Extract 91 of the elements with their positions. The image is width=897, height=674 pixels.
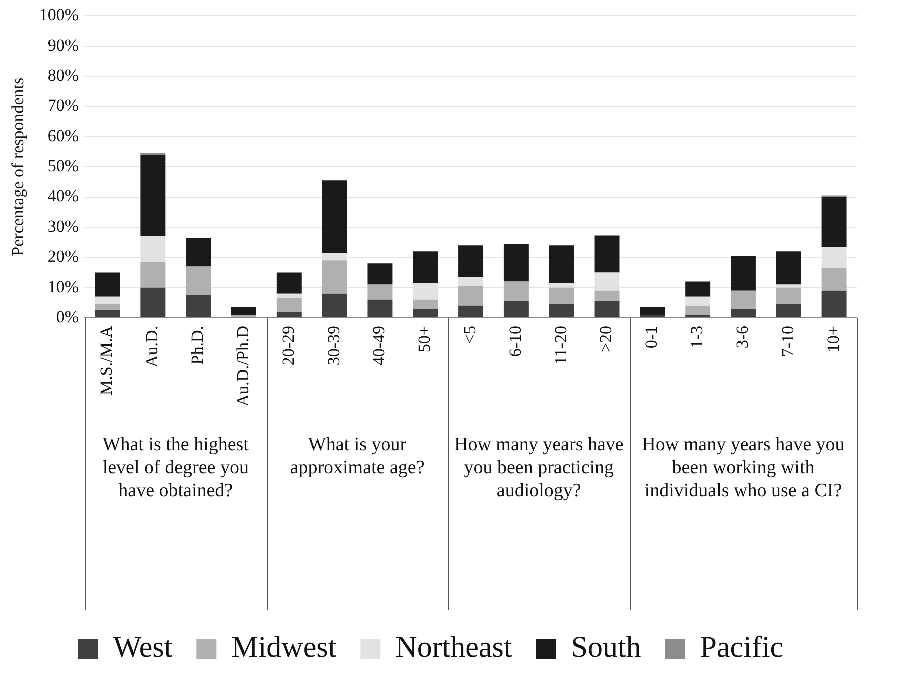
bar — [822, 290, 847, 318]
y-tick-label: 30% — [48, 216, 80, 236]
x-tick-label: >20 — [596, 326, 616, 353]
x-tick-label: 11-20 — [551, 326, 570, 366]
x-tick-label: M.S./M.A — [97, 325, 116, 396]
legend-label: Midwest — [232, 630, 338, 664]
x-tick-label: 40-49 — [370, 326, 389, 366]
bar — [413, 252, 438, 284]
text: How many years have you been working with individuals who use a CI? — [642, 434, 846, 502]
y-tick-label: 10% — [48, 277, 80, 296]
bar — [413, 300, 438, 309]
y-tick-label: 40% — [48, 186, 80, 206]
bar — [458, 246, 484, 278]
bar — [95, 296, 120, 304]
x-tick-label: 20-29 — [278, 326, 298, 366]
bar — [730, 308, 756, 318]
y-tick-label: 0% — [56, 307, 80, 326]
bar — [368, 264, 393, 285]
x-tick-label: Au.D./Ph.D — [233, 326, 252, 407]
bar — [822, 268, 847, 291]
y-tick-label: 90% — [48, 36, 80, 55]
bar — [95, 272, 120, 297]
bar — [504, 244, 529, 282]
bar — [686, 306, 711, 315]
bar — [140, 155, 166, 237]
bar — [458, 306, 484, 318]
bar — [276, 312, 302, 318]
bar — [458, 277, 484, 286]
bar — [640, 314, 666, 318]
bar — [686, 314, 711, 318]
bar — [776, 304, 802, 318]
text: What is your approximate age? — [290, 434, 425, 478]
bar — [232, 314, 256, 318]
y-tick-label: 20% — [48, 247, 80, 266]
bar — [276, 272, 302, 294]
bar — [368, 300, 393, 318]
bar — [730, 290, 756, 309]
legend-label: West — [113, 630, 174, 664]
bar — [186, 266, 212, 296]
y-tick-label: 50% — [48, 156, 80, 176]
text: What is the highest level of degree you have obtained? — [102, 434, 250, 502]
bar — [730, 256, 756, 291]
bar — [504, 282, 529, 302]
x-tick-label: 0-1 — [642, 326, 662, 349]
bar — [322, 294, 348, 318]
x-tick-label: 10+ — [824, 326, 843, 353]
bar — [322, 260, 348, 294]
bar — [322, 180, 348, 254]
y-tick-label: 80% — [48, 66, 80, 86]
bar — [368, 284, 393, 300]
bar — [549, 304, 574, 318]
bar — [594, 236, 620, 273]
y-axis-title: Percentage of respondents — [8, 78, 28, 256]
x-tick-label: 6-10 — [506, 326, 525, 358]
x-tick-label: 3-6 — [732, 326, 752, 349]
x-tick-label: 1-3 — [688, 326, 707, 349]
bar — [140, 288, 166, 318]
bar — [686, 282, 711, 297]
bar — [186, 238, 212, 267]
bar — [640, 307, 666, 315]
legend-label: Northeast — [396, 630, 513, 664]
bar — [458, 286, 484, 306]
text: How many years have you been practicing audiology? — [454, 434, 624, 502]
bar — [186, 295, 212, 318]
bar — [776, 288, 802, 304]
bar — [686, 296, 711, 306]
legend-label: Pacific — [700, 630, 784, 664]
bar — [95, 304, 120, 310]
bar — [232, 307, 256, 315]
bar — [276, 298, 302, 312]
bar — [594, 290, 620, 302]
x-tick-label: Au.D. — [142, 326, 162, 368]
bar — [594, 301, 620, 318]
x-tick-label: 50+ — [415, 326, 434, 353]
x-tick-label: 30-39 — [324, 326, 344, 366]
legend-label: South — [571, 630, 642, 664]
bar — [549, 288, 574, 304]
bar — [504, 301, 529, 318]
bar — [822, 197, 847, 248]
y-tick-label: 70% — [48, 96, 80, 116]
bar — [140, 262, 166, 288]
x-tick-label: 7-10 — [778, 326, 798, 358]
bar — [95, 310, 120, 318]
y-tick-label: 100% — [39, 6, 80, 25]
x-tick-label: <5 — [460, 326, 480, 344]
y-tick-label: 60% — [48, 126, 80, 146]
bar — [276, 294, 302, 298]
bar — [776, 252, 802, 285]
bar — [413, 308, 438, 318]
bar — [549, 246, 574, 284]
x-tick-label: Ph.D. — [188, 326, 208, 365]
